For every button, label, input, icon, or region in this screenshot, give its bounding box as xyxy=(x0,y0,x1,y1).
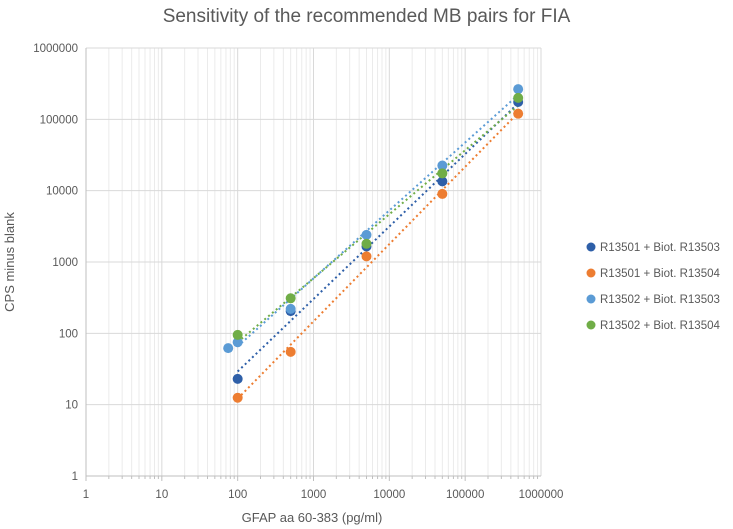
x-tick-label: 10000 xyxy=(373,489,405,501)
data-point xyxy=(232,392,243,403)
legend-label: R13502 + Biot. R13504 xyxy=(600,320,720,332)
data-point xyxy=(232,329,243,340)
x-tick-label: 1000 xyxy=(301,489,327,501)
chart-title: Sensitivity of the recommended MB pairs … xyxy=(162,6,571,27)
y-tick-label: 100000 xyxy=(40,114,78,126)
trendlines xyxy=(236,94,519,400)
x-tick-label: 1000000 xyxy=(519,489,564,501)
y-tick-label: 10 xyxy=(65,400,78,412)
data-point xyxy=(361,238,372,249)
tick-labels: 1 10 100 1000 10000 100000 1000000 1 10 100 1000 10… xyxy=(33,43,563,501)
y-tick-label: 1000000 xyxy=(33,43,78,55)
data-point xyxy=(437,168,448,179)
data-point xyxy=(232,373,243,384)
data-point xyxy=(437,188,448,199)
trendline xyxy=(237,104,519,343)
x-axis-title: GFAP aa 60-383 (pg/ml) xyxy=(242,510,383,525)
data-point xyxy=(437,160,448,171)
trendline xyxy=(236,112,519,400)
legend-marker xyxy=(586,242,596,252)
data-point xyxy=(223,343,234,354)
legend-marker xyxy=(586,320,596,330)
y-tick-label: 1000 xyxy=(52,257,78,269)
data-point xyxy=(361,229,372,240)
data-point xyxy=(361,251,372,262)
x-tick-label: 100000 xyxy=(446,489,484,501)
data-point xyxy=(285,293,296,304)
data-point xyxy=(285,346,296,357)
legend: R13501 + Biot. R13503 R13501 + Biot. R135… xyxy=(586,242,720,332)
x-tick-label: 100 xyxy=(228,489,247,501)
data-point xyxy=(437,176,448,187)
x-tick-label: 1 xyxy=(83,489,89,501)
y-axis-title: CPS minus blank xyxy=(2,212,17,312)
legend-label: R13501 + Biot. R13504 xyxy=(600,268,720,280)
legend-label: R13501 + Biot. R13503 xyxy=(600,242,720,254)
legend-label: R13502 + Biot. R13503 xyxy=(600,294,720,306)
data-point xyxy=(513,108,524,119)
data-point xyxy=(513,92,524,103)
legend-marker xyxy=(586,268,596,278)
data-point xyxy=(285,303,296,314)
x-tick-label: 10 xyxy=(155,489,168,501)
data-point xyxy=(513,84,524,95)
data-point xyxy=(232,337,243,348)
axes xyxy=(85,48,541,481)
y-tick-label: 1 xyxy=(72,471,78,483)
data-points xyxy=(223,84,524,403)
grid-lines xyxy=(85,47,542,477)
legend-marker xyxy=(586,294,596,304)
y-tick-label: 10000 xyxy=(46,186,78,198)
y-tick-label: 100 xyxy=(59,328,78,340)
